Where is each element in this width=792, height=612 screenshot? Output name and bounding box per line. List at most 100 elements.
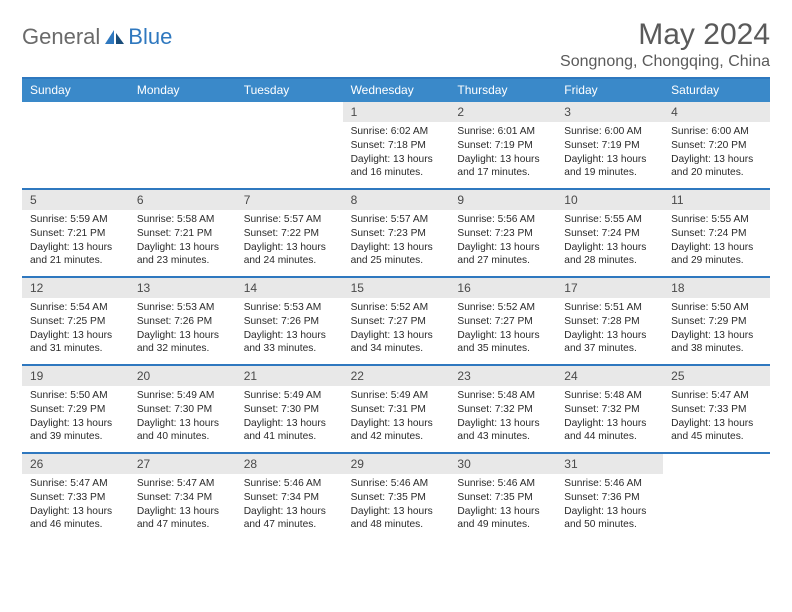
- day-number: 5: [22, 190, 129, 210]
- day-cell: 8Sunrise: 5:57 AMSunset: 7:23 PMDaylight…: [343, 190, 450, 276]
- day-content: Sunrise: 5:51 AMSunset: 7:28 PMDaylight:…: [556, 298, 663, 360]
- day-daylight1: Daylight: 13 hours: [137, 505, 228, 519]
- day-daylight2: and 28 minutes.: [564, 254, 655, 268]
- day-sunset: Sunset: 7:29 PM: [671, 315, 762, 329]
- day-sunset: Sunset: 7:27 PM: [351, 315, 442, 329]
- day-number: 11: [663, 190, 770, 210]
- day-number: 13: [129, 278, 236, 298]
- day-content: Sunrise: 5:57 AMSunset: 7:22 PMDaylight:…: [236, 210, 343, 272]
- day-sunset: Sunset: 7:24 PM: [671, 227, 762, 241]
- day-daylight1: Daylight: 13 hours: [564, 329, 655, 343]
- day-sunrise: Sunrise: 5:57 AM: [244, 213, 335, 227]
- day-sunset: Sunset: 7:36 PM: [564, 491, 655, 505]
- day-sunset: Sunset: 7:34 PM: [244, 491, 335, 505]
- day-content: Sunrise: 5:52 AMSunset: 7:27 PMDaylight:…: [449, 298, 556, 360]
- day-daylight2: and 48 minutes.: [351, 518, 442, 532]
- day-daylight2: and 37 minutes.: [564, 342, 655, 356]
- day-daylight1: Daylight: 13 hours: [244, 329, 335, 343]
- day-cell: 29Sunrise: 5:46 AMSunset: 7:35 PMDayligh…: [343, 454, 450, 540]
- day-number: 26: [22, 454, 129, 474]
- week-row: 1Sunrise: 6:02 AMSunset: 7:18 PMDaylight…: [22, 102, 770, 188]
- day-sunrise: Sunrise: 5:53 AM: [244, 301, 335, 315]
- day-content: Sunrise: 5:59 AMSunset: 7:21 PMDaylight:…: [22, 210, 129, 272]
- day-number: 10: [556, 190, 663, 210]
- day-daylight2: and 43 minutes.: [457, 430, 548, 444]
- day-daylight2: and 39 minutes.: [30, 430, 121, 444]
- day-daylight2: and 35 minutes.: [457, 342, 548, 356]
- day-sunrise: Sunrise: 5:47 AM: [30, 477, 121, 491]
- day-sunrise: Sunrise: 5:48 AM: [457, 389, 548, 403]
- day-sunset: Sunset: 7:33 PM: [671, 403, 762, 417]
- day-sunset: Sunset: 7:33 PM: [30, 491, 121, 505]
- day-sunrise: Sunrise: 5:47 AM: [671, 389, 762, 403]
- day-daylight1: Daylight: 13 hours: [351, 329, 442, 343]
- day-daylight1: Daylight: 13 hours: [564, 241, 655, 255]
- day-sunrise: Sunrise: 5:52 AM: [457, 301, 548, 315]
- day-number: 27: [129, 454, 236, 474]
- day-daylight2: and 50 minutes.: [564, 518, 655, 532]
- day-daylight2: and 40 minutes.: [137, 430, 228, 444]
- day-cell: 22Sunrise: 5:49 AMSunset: 7:31 PMDayligh…: [343, 366, 450, 452]
- day-daylight2: and 29 minutes.: [671, 254, 762, 268]
- logo-sail-icon: [104, 28, 126, 51]
- day-content: Sunrise: 5:47 AMSunset: 7:33 PMDaylight:…: [663, 386, 770, 448]
- day-number: 8: [343, 190, 450, 210]
- week-row: 5Sunrise: 5:59 AMSunset: 7:21 PMDaylight…: [22, 188, 770, 276]
- location: Songnong, Chongqing, China: [560, 53, 770, 71]
- logo-text-general: General: [22, 24, 100, 50]
- day-daylight1: Daylight: 13 hours: [137, 241, 228, 255]
- weekday-header: Wednesday: [343, 79, 450, 102]
- day-daylight1: Daylight: 13 hours: [351, 505, 442, 519]
- day-daylight2: and 47 minutes.: [137, 518, 228, 532]
- day-sunset: Sunset: 7:35 PM: [457, 491, 548, 505]
- day-sunrise: Sunrise: 5:54 AM: [30, 301, 121, 315]
- day-sunset: Sunset: 7:28 PM: [564, 315, 655, 329]
- day-daylight1: Daylight: 13 hours: [564, 153, 655, 167]
- day-number: 12: [22, 278, 129, 298]
- day-sunrise: Sunrise: 5:46 AM: [564, 477, 655, 491]
- day-sunset: Sunset: 7:32 PM: [457, 403, 548, 417]
- day-number: 29: [343, 454, 450, 474]
- day-cell: [129, 102, 236, 188]
- day-cell: 16Sunrise: 5:52 AMSunset: 7:27 PMDayligh…: [449, 278, 556, 364]
- day-cell: [22, 102, 129, 188]
- day-sunrise: Sunrise: 6:00 AM: [671, 125, 762, 139]
- day-sunset: Sunset: 7:29 PM: [30, 403, 121, 417]
- day-content: Sunrise: 5:50 AMSunset: 7:29 PMDaylight:…: [663, 298, 770, 360]
- day-number: 20: [129, 366, 236, 386]
- day-cell: 24Sunrise: 5:48 AMSunset: 7:32 PMDayligh…: [556, 366, 663, 452]
- day-content: Sunrise: 5:53 AMSunset: 7:26 PMDaylight:…: [236, 298, 343, 360]
- day-cell: 11Sunrise: 5:55 AMSunset: 7:24 PMDayligh…: [663, 190, 770, 276]
- day-daylight1: Daylight: 13 hours: [457, 417, 548, 431]
- day-daylight1: Daylight: 13 hours: [244, 505, 335, 519]
- day-daylight2: and 32 minutes.: [137, 342, 228, 356]
- day-sunrise: Sunrise: 5:58 AM: [137, 213, 228, 227]
- day-sunrise: Sunrise: 5:53 AM: [137, 301, 228, 315]
- weeks-container: 1Sunrise: 6:02 AMSunset: 7:18 PMDaylight…: [22, 102, 770, 540]
- day-daylight1: Daylight: 13 hours: [457, 329, 548, 343]
- day-sunrise: Sunrise: 5:46 AM: [244, 477, 335, 491]
- day-number: 6: [129, 190, 236, 210]
- day-daylight2: and 16 minutes.: [351, 166, 442, 180]
- day-content: Sunrise: 5:56 AMSunset: 7:23 PMDaylight:…: [449, 210, 556, 272]
- day-cell: 9Sunrise: 5:56 AMSunset: 7:23 PMDaylight…: [449, 190, 556, 276]
- day-number: 17: [556, 278, 663, 298]
- day-sunset: Sunset: 7:19 PM: [457, 139, 548, 153]
- logo: General Blue: [22, 24, 172, 50]
- day-sunset: Sunset: 7:30 PM: [244, 403, 335, 417]
- day-cell: 14Sunrise: 5:53 AMSunset: 7:26 PMDayligh…: [236, 278, 343, 364]
- day-sunset: Sunset: 7:19 PM: [564, 139, 655, 153]
- day-cell: 21Sunrise: 5:49 AMSunset: 7:30 PMDayligh…: [236, 366, 343, 452]
- day-cell: 6Sunrise: 5:58 AMSunset: 7:21 PMDaylight…: [129, 190, 236, 276]
- day-daylight1: Daylight: 13 hours: [351, 417, 442, 431]
- day-daylight2: and 41 minutes.: [244, 430, 335, 444]
- day-sunset: Sunset: 7:24 PM: [564, 227, 655, 241]
- day-sunset: Sunset: 7:30 PM: [137, 403, 228, 417]
- day-sunrise: Sunrise: 5:47 AM: [137, 477, 228, 491]
- day-daylight2: and 17 minutes.: [457, 166, 548, 180]
- day-content: Sunrise: 5:54 AMSunset: 7:25 PMDaylight:…: [22, 298, 129, 360]
- day-number: 16: [449, 278, 556, 298]
- day-sunrise: Sunrise: 5:49 AM: [351, 389, 442, 403]
- weekday-header-row: Sunday Monday Tuesday Wednesday Thursday…: [22, 79, 770, 102]
- day-daylight2: and 27 minutes.: [457, 254, 548, 268]
